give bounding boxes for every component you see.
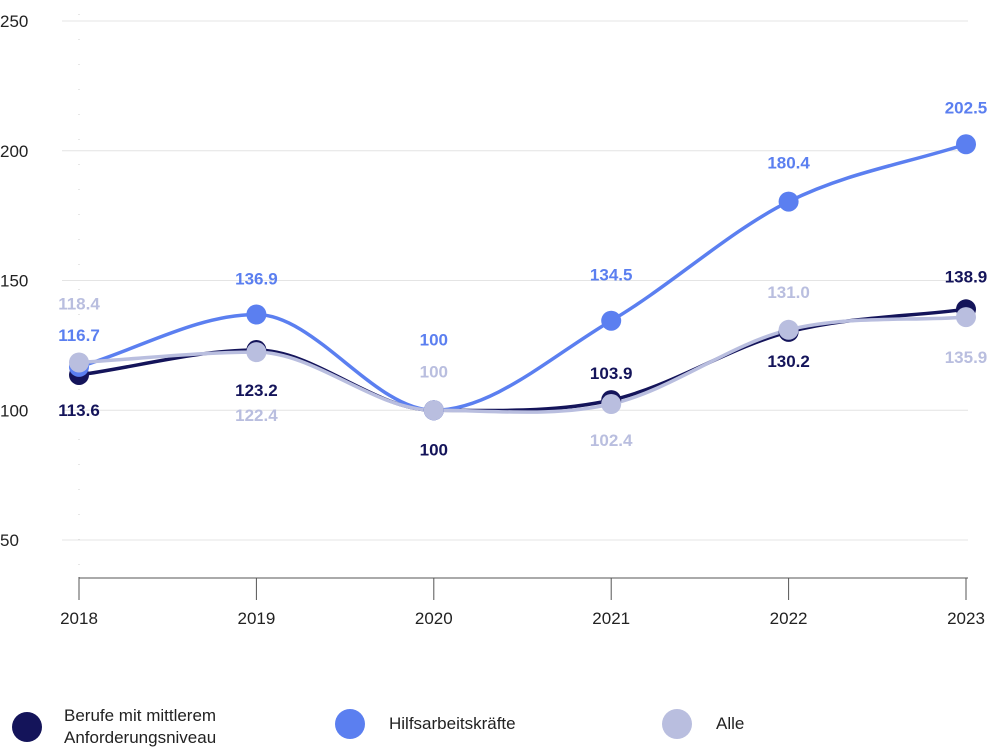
series-lines <box>77 142 968 414</box>
data-label: 131.0 <box>767 283 810 302</box>
series-line-0 <box>77 307 968 413</box>
data-points <box>69 134 976 421</box>
line-chart: 50 100 150 200 250 2018 2019 2020 2021 2022 2023 1… <box>0 12 987 628</box>
data-point <box>69 352 89 373</box>
data-point <box>246 304 267 325</box>
data-point <box>601 310 622 331</box>
legend-swatch <box>335 709 365 739</box>
data-point <box>246 342 267 363</box>
x-tick-label: 2018 <box>60 609 98 628</box>
y-tick-label: 250 <box>0 12 28 31</box>
y-tick-label: 150 <box>0 272 28 291</box>
data-label: 116.7 <box>58 326 100 345</box>
axes: 50 100 150 200 250 2018 2019 2020 2021 2022 2023 <box>0 12 985 628</box>
data-label: 202.5 <box>945 98 988 117</box>
y-tick-label: 50 <box>0 531 19 550</box>
data-labels: 113.6 123.2 100 103.9 130.2 138.9 116.7 136.9 10… <box>58 98 987 459</box>
legend-label-line1: Berufe mit mittlerem <box>64 706 217 725</box>
data-point <box>601 394 622 415</box>
legend-label: Alle <box>716 714 745 733</box>
legend-label: Hilfsarbeitskräfte <box>389 714 516 733</box>
y-tick-label: 100 <box>0 401 28 420</box>
x-tick-label: 2019 <box>237 609 275 628</box>
data-point <box>956 307 976 328</box>
series-line-1 <box>77 142 968 413</box>
grid-lines <box>62 20 968 541</box>
data-label: 135.9 <box>945 348 988 367</box>
legend-swatch <box>12 712 42 742</box>
data-label: 103.9 <box>590 364 633 383</box>
data-point <box>956 134 976 155</box>
data-label: 118.4 <box>58 295 100 314</box>
legend: Berufe mit mittlerem Anforderungsniveau … <box>0 705 995 753</box>
data-label: 134.5 <box>590 266 633 285</box>
data-label: 123.2 <box>235 381 278 400</box>
legend-swatch <box>662 709 692 739</box>
data-label: 136.9 <box>235 269 278 288</box>
legend-label-line2: Anforderungsniveau <box>64 728 217 747</box>
legend-item-alle: Alle <box>662 709 744 739</box>
data-label: 100 <box>420 440 448 459</box>
x-tick-label: 2023 <box>947 609 985 628</box>
legend-item-mittleres-niveau: Berufe mit mittlerem Anforderungsniveau <box>12 705 216 749</box>
data-point <box>778 191 799 212</box>
y-tick-label: 200 <box>0 142 28 161</box>
data-label: 102.4 <box>590 431 633 450</box>
data-label: 180.4 <box>767 154 810 173</box>
legend-item-hilfsarbeitskraefte: Hilfsarbeitskräfte <box>335 709 516 739</box>
data-point <box>778 319 799 340</box>
data-label: 130.2 <box>767 352 810 371</box>
x-tick-label: 2020 <box>415 609 453 628</box>
data-point <box>423 400 444 421</box>
data-label: 138.9 <box>945 267 988 286</box>
x-tick-label: 2021 <box>592 609 630 628</box>
x-tick-label: 2022 <box>770 609 808 628</box>
data-label: 100 <box>420 362 448 381</box>
data-label: 100 <box>420 330 448 349</box>
data-label: 122.4 <box>235 406 278 425</box>
data-label: 113.6 <box>58 401 100 420</box>
series-line-2 <box>77 315 968 414</box>
